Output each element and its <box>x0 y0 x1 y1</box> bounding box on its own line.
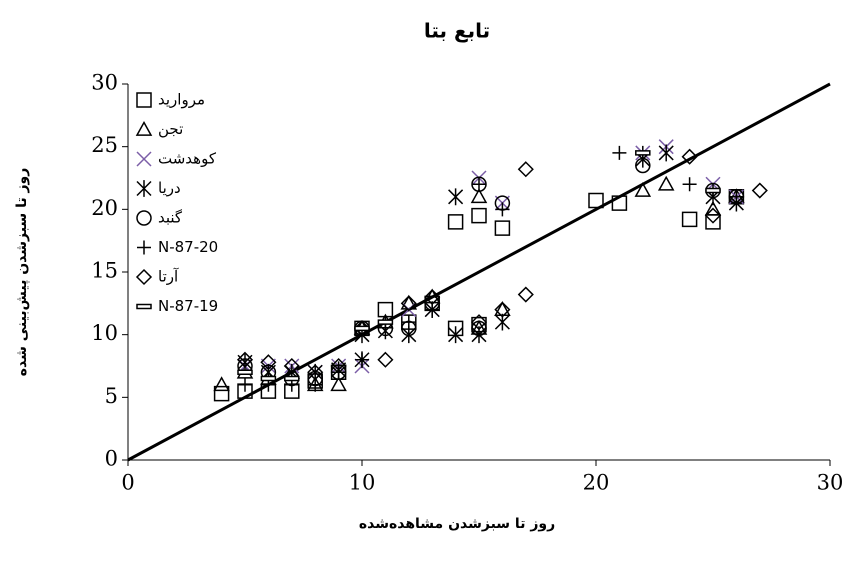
legend-label: گنبد <box>158 209 183 227</box>
point <box>213 385 230 402</box>
point <box>494 220 511 236</box>
point <box>682 177 697 192</box>
point <box>448 326 464 344</box>
x-tick-label: 30 <box>817 471 843 495</box>
point <box>705 187 721 194</box>
point <box>424 289 441 306</box>
point <box>635 157 651 174</box>
point <box>681 211 698 228</box>
point <box>238 377 252 392</box>
legend-marker <box>136 210 152 226</box>
point <box>400 295 417 312</box>
y-tick-label: 10 <box>91 321 118 345</box>
point <box>634 181 652 197</box>
point <box>448 188 464 206</box>
legend-marker <box>137 240 151 255</box>
chart-title: تابع بتا <box>424 19 490 43</box>
point <box>751 182 768 199</box>
point <box>471 320 487 337</box>
point <box>213 376 230 392</box>
point <box>354 325 370 332</box>
point <box>307 364 324 381</box>
legend-label: N-87-20 <box>158 238 218 256</box>
y-tick-label: 25 <box>91 133 118 157</box>
point <box>237 369 253 376</box>
x-axis-label: روز تا سبزشدن مشاهده‌شده <box>359 516 555 532</box>
point <box>236 351 254 368</box>
legend-label: آرتا <box>158 268 179 286</box>
point <box>611 195 628 211</box>
point <box>377 351 394 368</box>
point <box>330 376 347 392</box>
point <box>260 354 277 371</box>
point <box>377 319 394 325</box>
point <box>470 188 488 204</box>
legend-marker <box>135 120 153 136</box>
legend-marker <box>135 268 153 286</box>
point <box>517 286 534 303</box>
point <box>355 352 369 367</box>
point <box>377 301 394 318</box>
point <box>330 357 347 375</box>
point <box>657 175 675 191</box>
x-tick-label: 0 <box>121 471 134 495</box>
y-tick-label: 15 <box>91 259 118 283</box>
point <box>495 202 510 217</box>
point <box>494 301 511 318</box>
point <box>704 207 722 224</box>
point <box>494 301 511 316</box>
legend-label: N-87-19 <box>158 297 218 315</box>
point <box>283 357 300 375</box>
legend-marker <box>136 92 152 108</box>
legend-marker <box>136 151 152 167</box>
point <box>658 144 674 162</box>
point <box>260 375 277 382</box>
point <box>729 189 744 204</box>
point <box>517 161 534 178</box>
legend-label: مروارید <box>158 91 205 109</box>
legend-marker <box>136 303 152 310</box>
legend-label: تجن <box>158 120 183 138</box>
point <box>588 192 604 209</box>
y-tick-label: 5 <box>105 384 118 408</box>
point <box>401 315 416 330</box>
point <box>472 177 486 192</box>
x-tick-label: 10 <box>349 471 376 495</box>
legend-marker <box>136 180 152 197</box>
x-tick-label: 20 <box>583 471 610 495</box>
point <box>681 148 698 165</box>
point <box>704 200 722 216</box>
point <box>470 314 488 331</box>
identity-line <box>127 82 831 462</box>
point <box>284 375 300 382</box>
point <box>471 207 487 224</box>
point <box>447 214 464 230</box>
point <box>635 150 651 156</box>
legend-label: دریا <box>158 179 181 197</box>
point <box>447 320 464 337</box>
point <box>612 145 627 160</box>
legend-label: کوهدشت <box>158 150 217 168</box>
y-tick-label: 30 <box>91 71 118 95</box>
y-tick-label: 20 <box>91 196 118 220</box>
y-axis-label: روز تا سبزشدن پیش‌بینی شده <box>14 168 30 377</box>
y-tick-label: 0 <box>105 447 118 471</box>
